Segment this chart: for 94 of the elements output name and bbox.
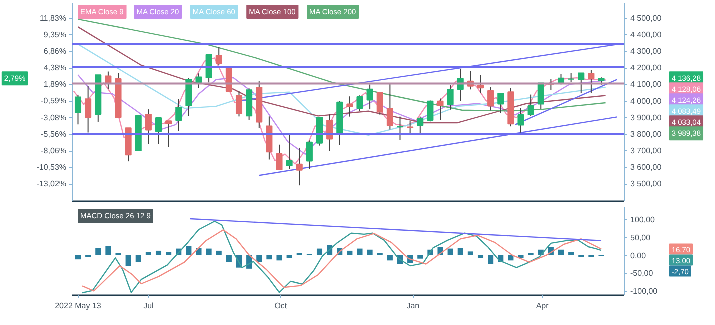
candlestick: [568, 72, 575, 83]
bar: [357, 248, 363, 256]
bar: [206, 248, 212, 256]
bar: [106, 246, 112, 256]
candlestick: [85, 86, 92, 134]
candlestick: [386, 84, 394, 130]
candlestick: [346, 96, 354, 118]
bar: [166, 252, 172, 256]
candlestick: [366, 84, 374, 110]
line-series: [78, 18, 606, 112]
y-tick-label: 4 500,00: [630, 14, 662, 23]
y2-tick-label: 9,35%: [44, 30, 67, 40]
candlestick: [276, 144, 283, 171]
y2-tick-label: -5,56%: [41, 130, 67, 139]
bar: [276, 255, 282, 261]
y-tick-label: 0,00: [630, 251, 647, 260]
y-tick-label: 4 100,00: [630, 80, 662, 90]
y-tick-label: 3 800,00: [630, 130, 662, 139]
bar: [226, 255, 232, 262]
line-series: [78, 44, 606, 136]
candlestick: [155, 117, 162, 145]
candlestick: [74, 94, 82, 126]
y-tick-label: 3 700,00: [630, 146, 662, 156]
bar: [156, 250, 162, 256]
bar: [126, 255, 132, 266]
candlestick: [236, 90, 243, 118]
bar: [458, 248, 464, 256]
bar: [488, 255, 494, 264]
candlestick: [196, 73, 202, 89]
y2-tick-label: 11,83%: [40, 14, 67, 23]
y2-tick-label: -0,59%: [41, 96, 67, 106]
candlestick: [166, 120, 172, 148]
y2-tick-label: -10,53%: [36, 163, 66, 172]
bar: [347, 250, 353, 256]
y-tick-label: -100,00: [630, 287, 658, 296]
y-tick-label: 50,00: [630, 233, 652, 242]
y-tick-label: 100,00: [630, 215, 656, 224]
bar: [367, 250, 373, 256]
candlestick: [477, 74, 484, 94]
x-tick-label: Oct: [274, 302, 288, 310]
bar: [186, 246, 192, 256]
candlestick: [407, 120, 414, 135]
y-tick-label: 3 600,00: [630, 163, 662, 172]
bar: [75, 255, 82, 260]
y2-tick-label: -8,06%: [41, 146, 67, 156]
y-tick-label: -50,00: [630, 269, 654, 278]
candlestick: [216, 46, 222, 66]
y2-tick-label: 6,86%: [44, 47, 67, 56]
bar: [256, 255, 262, 262]
candlestick: [447, 85, 454, 110]
bar: [387, 255, 393, 261]
candlestick: [578, 72, 585, 94]
x-tick-label: Jan: [406, 302, 420, 310]
y2-tick-label: -13,02%: [36, 180, 66, 189]
candlestick: [518, 108, 524, 134]
candlestick: [396, 116, 404, 141]
candlestick: [437, 98, 444, 121]
candlestick: [498, 92, 504, 114]
bar: [468, 252, 474, 256]
y2-tick-label: 1,89%: [44, 80, 67, 90]
candlestick: [286, 132, 293, 170]
bar: [96, 248, 102, 256]
candlestick: [356, 95, 364, 112]
bar: [448, 248, 454, 256]
candlestick: [488, 87, 494, 112]
bar: [136, 255, 142, 262]
bar: [216, 250, 222, 256]
candlestick: [427, 100, 434, 122]
y-tick-label: 3 500,00: [630, 180, 662, 189]
y2-tick-label: 4,38%: [44, 64, 67, 73]
candlestick: [528, 94, 534, 117]
candlestick: [296, 147, 303, 186]
bar: [266, 255, 272, 260]
y2-tick-label: -3,08%: [41, 113, 67, 122]
bar: [568, 252, 574, 256]
candlestick: [417, 116, 424, 136]
y-tick-label: 4 200,00: [630, 64, 662, 73]
y-tick-label: 4 300,00: [630, 47, 662, 56]
bar: [146, 252, 152, 256]
bar: [418, 255, 424, 259]
y-tick-label: 4 000,00: [630, 96, 662, 106]
candlestick: [145, 109, 152, 146]
candlestick: [306, 140, 313, 170]
bar: [558, 250, 564, 256]
x-tick-label: Jul: [144, 302, 154, 310]
candlestick: [376, 92, 384, 116]
bar: [316, 248, 323, 256]
y-tick-label: 3 900,00: [630, 113, 662, 122]
x-tick-label: 2022 May 13: [55, 302, 102, 310]
candlestick: [588, 70, 595, 94]
candlestick: [176, 98, 182, 132]
candlestick: [206, 54, 212, 84]
y-tick-label: 4 400,00: [630, 30, 662, 40]
x-tick-label: Apr: [536, 302, 550, 310]
